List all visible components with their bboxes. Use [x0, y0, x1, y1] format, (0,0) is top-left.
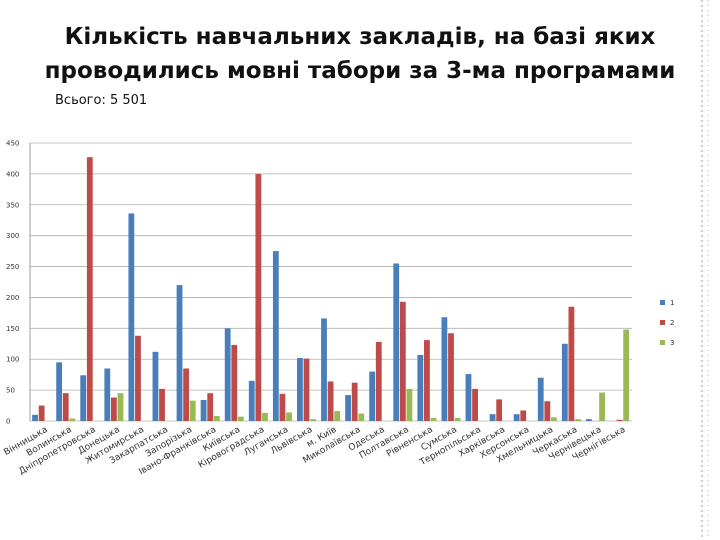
bar-series-1-16 [417, 354, 424, 421]
bar-series-1-6 [176, 285, 183, 421]
bar-series-1-13 [345, 395, 351, 421]
bar-series-1-2 [80, 375, 87, 421]
bar-series-2-4 [135, 335, 141, 421]
y-tick-label-0: 0 [6, 418, 10, 426]
bar-series-3-22 [575, 419, 581, 421]
bar-series-1-15 [393, 263, 400, 421]
bar-series-3-12 [334, 411, 341, 421]
bar-series-2-12 [327, 381, 334, 421]
bar-series-1-5 [152, 351, 159, 421]
bar-series-3-15 [406, 388, 413, 421]
bar-series-3-24 [623, 329, 630, 421]
legend-label-2: 2 [670, 319, 674, 327]
bar-series-1-7 [200, 399, 207, 421]
bar-series-3-3 [117, 393, 124, 421]
y-tick-label-50: 50 [6, 387, 15, 395]
bar-series-3-1 [69, 418, 76, 421]
bar-series-3-23 [599, 392, 605, 421]
chart-subtitle: Всього: 5 501 [55, 93, 148, 108]
bar-series-3-8 [237, 416, 244, 421]
bar-series-1-11 [297, 357, 303, 421]
bar-series-1-21 [537, 377, 544, 421]
bar-series-1-20 [513, 414, 520, 421]
bar-series-2-14 [375, 341, 382, 421]
bar-series-3-6 [189, 400, 196, 421]
bar-series-1-12 [321, 318, 327, 421]
bar-series-2-0 [38, 405, 45, 421]
bars [32, 157, 630, 421]
y-tick-label-100: 100 [6, 356, 19, 364]
y-tick-label-450: 450 [6, 140, 19, 148]
bar-series-1-4 [128, 213, 135, 421]
bar-series-2-15 [399, 301, 406, 421]
bar-series-2-5 [159, 388, 165, 421]
bar-series-2-20 [520, 410, 527, 421]
bar-series-3-13 [358, 413, 365, 421]
bar-series-2-16 [424, 340, 430, 421]
legend-swatch-3 [660, 340, 665, 345]
bar-series-1-17 [441, 317, 448, 421]
bar-series-3-11 [310, 419, 317, 421]
y-axis-ticks: 0 50 100 150 200 250 300 350 400 450 [6, 140, 19, 426]
bar-series-1-0 [32, 414, 38, 421]
bar-series-1-14 [369, 371, 376, 421]
bar-series-2-1 [62, 393, 69, 421]
bar-series-2-19 [496, 399, 503, 421]
bar-series-1-8 [224, 328, 231, 421]
y-tick-label-350: 350 [6, 201, 19, 209]
y-tick-label-200: 200 [6, 294, 19, 302]
bar-series-2-22 [568, 306, 575, 421]
bar-series-2-13 [351, 382, 358, 421]
bar-series-1-10 [272, 251, 279, 421]
bar-series-3-10 [286, 412, 292, 421]
bar-series-1-9 [248, 380, 255, 421]
y-tick-label-300: 300 [6, 232, 19, 240]
bar-series-1-19 [489, 414, 496, 421]
bar-series-2-6 [183, 368, 190, 421]
y-tick-label-250: 250 [6, 263, 19, 271]
bar-series-2-24 [616, 419, 623, 421]
bar-series-3-21 [551, 417, 557, 421]
legend-swatch-2 [660, 320, 665, 325]
bar-series-2-21 [544, 401, 551, 421]
x-axis-labels: ВінницькаВолинськаДніпропетровськаДонець… [2, 425, 627, 477]
bar-series-2-3 [110, 397, 117, 421]
y-tick-label-150: 150 [6, 325, 19, 333]
chart-title: Кількість навчальних закладів, на базі я… [44, 24, 676, 84]
bar-series-2-9 [255, 173, 262, 421]
legend-swatch-1 [660, 300, 665, 305]
bar-series-2-8 [231, 345, 238, 421]
y-tick-label-400: 400 [6, 170, 19, 178]
bar-series-2-11 [303, 358, 310, 421]
legend-label-1: 1 [670, 299, 674, 307]
bar-series-1-18 [465, 374, 472, 421]
bar-series-3-9 [262, 412, 268, 421]
bar-series-2-2 [86, 157, 93, 421]
decorative-border [701, 0, 709, 540]
bar-series-3-17 [454, 417, 461, 421]
bar-series-1-3 [104, 368, 111, 421]
legend: 1 2 3 [660, 299, 674, 347]
bar-series-1-22 [561, 343, 568, 421]
legend-label-3: 3 [670, 339, 674, 347]
bar-series-3-16 [430, 417, 437, 421]
bar-series-2-17 [448, 333, 454, 421]
bar-series-1-23 [585, 419, 592, 421]
bar-series-1-1 [56, 362, 63, 421]
bar-series-2-18 [472, 388, 478, 421]
bar-series-2-10 [279, 393, 286, 421]
bar-series-2-7 [207, 393, 214, 421]
bar-series-3-7 [213, 416, 220, 421]
